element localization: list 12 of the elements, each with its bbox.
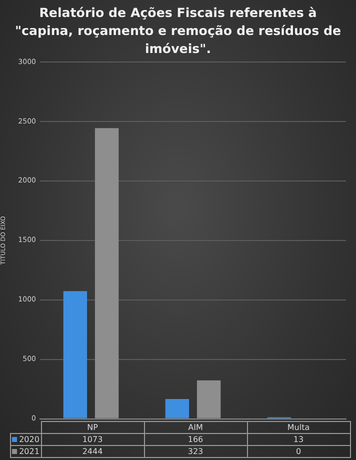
legend-label: 2021 (10, 446, 41, 458)
data-label: 166 (144, 434, 247, 446)
legend-label: 2020 (10, 434, 41, 446)
x-tick-label: NP (41, 422, 144, 434)
chart-title: Relatório de Ações Fiscais referentes à "capina, roçamento e remoção de resíduos de imóveis". (14, 4, 342, 58)
data-label: 2444 (41, 446, 144, 458)
data-label: 1073 (41, 434, 144, 446)
data-label: 0 (247, 446, 350, 458)
x-tick-label: AIM (144, 422, 247, 434)
data-label: 323 (144, 446, 247, 458)
data-label: 13 (247, 434, 350, 446)
x-tick-label: Multa (247, 422, 350, 434)
